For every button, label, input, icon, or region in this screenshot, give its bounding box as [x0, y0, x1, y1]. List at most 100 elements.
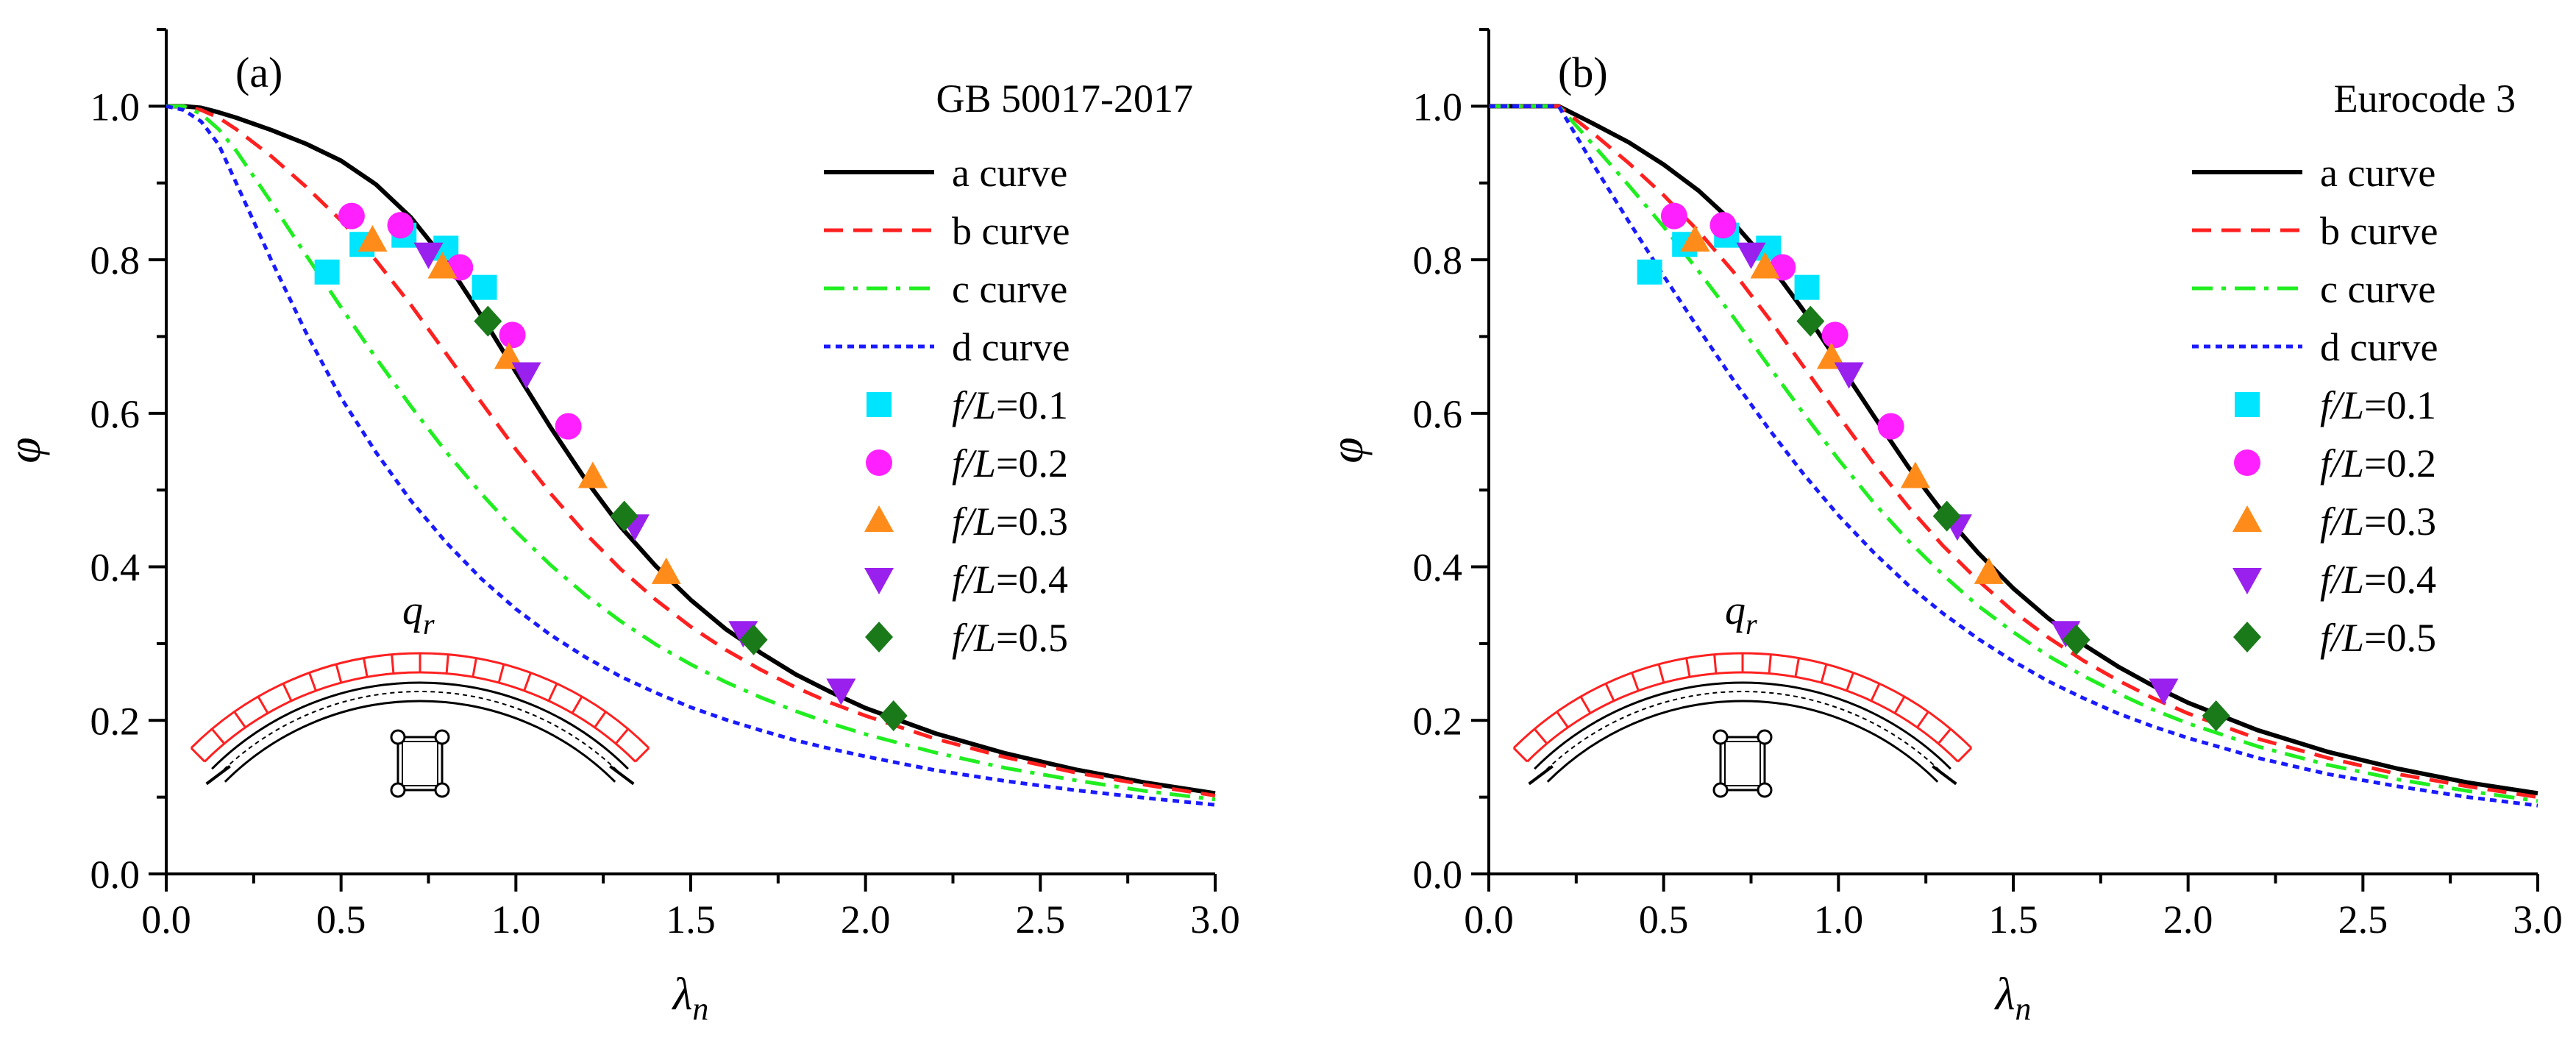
x-tick-label: 2.5	[1016, 897, 1066, 942]
legend-label-italic: f/L	[952, 383, 996, 427]
legend-entry: f/L=0.4	[2232, 558, 2436, 602]
data-point-diamond	[474, 305, 502, 337]
data-point-square	[1637, 259, 1662, 285]
legend-label-rest: =0.5	[2364, 616, 2436, 660]
series-c-curve	[1489, 104, 2538, 803]
x-tick-label: 3.0	[1190, 897, 1240, 942]
y-tick-label: 1.0	[1413, 85, 1463, 129]
load-label: qr	[1725, 588, 1757, 641]
data-point-diamond	[610, 500, 638, 532]
data-point-diamond	[1932, 500, 1961, 532]
load-tick	[211, 728, 226, 744]
y-tick-label: 0.0	[90, 853, 140, 897]
load-tick	[1820, 664, 1828, 683]
data-point-circle	[1821, 321, 1849, 349]
data-point-triangle-up	[427, 252, 458, 279]
legend-label-rest: =0.1	[996, 383, 1068, 427]
legend-entry: d curve	[2192, 325, 2438, 369]
data-point-triangle-down	[2051, 621, 2081, 648]
y-tick-label: 0.6	[1413, 392, 1463, 436]
x-tick-label: 2.5	[2338, 897, 2388, 942]
x-tick-label: 0.0	[1464, 897, 1514, 942]
fixed-support	[609, 765, 635, 786]
legend-label-rest: =0.4	[996, 558, 1068, 602]
legend-label: f/L=0.5	[2320, 616, 2436, 660]
data-point-diamond	[879, 700, 908, 732]
load-tick	[1957, 747, 1973, 763]
data-point-triangle-down	[413, 242, 444, 269]
load-tick	[547, 683, 558, 702]
legend-label-italic: f/L	[952, 441, 996, 486]
x-tick-label: 3.0	[2513, 897, 2563, 942]
arch-axis-line	[1540, 690, 1946, 776]
cross-section-box	[1719, 736, 1766, 792]
legend-label-rest: =0.3	[996, 499, 1068, 544]
legend-label-italic: f/L	[2320, 558, 2364, 602]
load-tick	[1556, 711, 1569, 728]
load-tick	[335, 664, 343, 683]
c-curve-line	[166, 104, 1216, 802]
legend-label-italic: f/L	[2320, 616, 2364, 660]
x-tick-label: 2.0	[2163, 897, 2213, 942]
legend-label-italic: f/L	[952, 616, 996, 660]
load-tick	[1893, 696, 1906, 714]
legend-label-italic: f/L	[952, 499, 996, 544]
series-b-curve	[166, 104, 1216, 797]
legend-label: f/L=0.3	[2320, 499, 2436, 544]
d-curve-line	[1489, 104, 2538, 808]
load-tick	[634, 747, 650, 763]
legend-label-italic: f/L	[2320, 383, 2364, 427]
legend-label-rest: =0.2	[996, 441, 1068, 486]
series-d-curve	[1489, 104, 2538, 808]
b-curve-line	[1489, 104, 2538, 800]
data-point-circle	[555, 413, 582, 440]
load-tick	[445, 654, 449, 674]
legend-label: b curve	[2320, 209, 2438, 253]
legend-entry: f/L=0.2	[2234, 441, 2436, 486]
data-point-triangle-down	[728, 621, 758, 648]
arch-inner-chord	[224, 700, 616, 783]
legend-label: b curve	[952, 209, 1070, 253]
arch-outer-chord	[1534, 681, 1951, 770]
data-point-triangle-up	[357, 225, 388, 252]
load-tick	[571, 696, 583, 714]
load-tick	[257, 696, 269, 714]
legend-swatch-marker	[867, 392, 892, 417]
load-tick	[363, 658, 369, 678]
legend-label: f/L=0.1	[952, 383, 1068, 427]
legend-swatch-marker	[864, 568, 894, 594]
chart-panel-a: 0.0 0.5 1.0 1.5 2.0 2.5 3.0 0.0 0.2 0.4 0.6 0.8 1.0 λ…	[0, 28, 1240, 1027]
load-label-main: q	[402, 588, 423, 633]
load-tick	[1713, 654, 1718, 674]
series-fL-2	[338, 202, 582, 440]
x-tick-label: 0.5	[316, 897, 366, 942]
data-point-diamond	[2202, 700, 2230, 732]
load-tick	[1534, 728, 1548, 744]
load-tick	[1794, 658, 1800, 678]
a-curve-line	[1489, 104, 2538, 796]
series-a-curve	[1489, 104, 2538, 796]
cross-section-inner	[1724, 741, 1761, 786]
arch-outer-chord	[211, 681, 629, 770]
legend-label-rest: =0.2	[2364, 441, 2436, 486]
x-axis-label: λn	[1994, 970, 2032, 1027]
legend-entry: f/L=0.5	[2233, 616, 2436, 660]
load-tick	[1604, 683, 1615, 702]
legend-swatch-marker	[2232, 505, 2262, 532]
load-tick	[308, 672, 317, 691]
load-label-main: q	[1725, 588, 1746, 633]
legend-entry: a curve	[824, 151, 1067, 195]
load-tick	[594, 711, 607, 728]
load-inner-line	[204, 671, 636, 763]
load-label: qr	[402, 588, 435, 641]
load-tick	[233, 711, 246, 728]
legend-label: f/L=0.2	[952, 441, 1068, 486]
series-b-curve	[1489, 104, 2538, 800]
legend-label-italic: f/L	[2320, 441, 2364, 486]
legend-entry: f/L=0.5	[865, 616, 1068, 660]
legend-entry: c curve	[824, 267, 1067, 311]
load-tick	[1631, 672, 1640, 691]
data-point-square	[314, 259, 340, 285]
data-point-circle	[499, 321, 526, 349]
